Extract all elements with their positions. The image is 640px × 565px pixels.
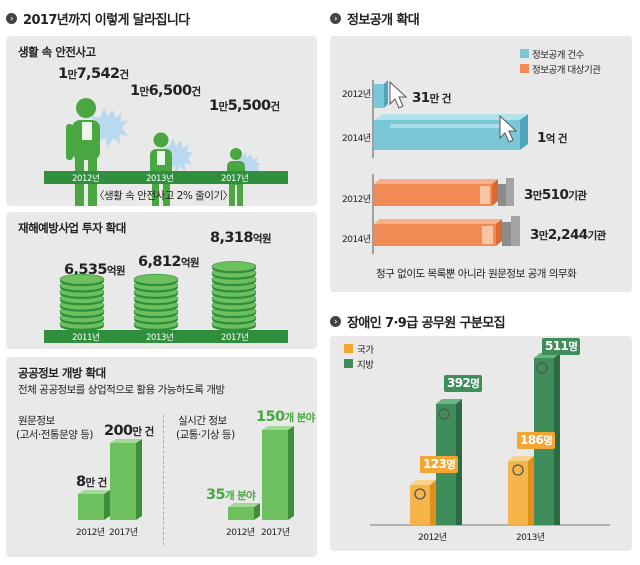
opendata-subtitle: 전체 공공정보를 상업적으로 활용 가능하도록 개방	[18, 384, 225, 396]
realtime-year-2012: 2012년	[226, 528, 255, 538]
prevention-value-2017: 8,318억원	[210, 230, 272, 246]
legend-label-national: 국가	[357, 345, 374, 356]
disabled-year-2012: 2012년	[418, 533, 447, 543]
original-value-2017: 200만 건	[104, 423, 154, 439]
safety-panel: 생활 속 안전사고 1만7,542건 1만6,500건 1만5,500건	[6, 36, 317, 206]
wheelchair-icon	[414, 362, 548, 500]
disclosure-caption: 청구 없이도 목록뿐 아니라 원문정보 공개 의무화	[376, 268, 577, 280]
safety-value-2012: 1만7,542건	[58, 66, 129, 82]
safety-year-2013: 2013년	[146, 174, 174, 184]
disclosure-section-title: › 정보공개 확대	[330, 9, 420, 28]
building-icon-2012	[498, 178, 514, 206]
count-bar-2014	[374, 114, 528, 150]
coin-stack-2017년	[211, 261, 257, 331]
opendata-divider	[163, 415, 164, 545]
legend-label-agencies: 정보공개 대상기관	[532, 65, 601, 76]
coin-stacks-chart	[59, 261, 257, 331]
safety-year-2017: 2017년	[221, 174, 249, 184]
safety-year-2012: 2012년	[72, 174, 100, 184]
disclosure-year-count-2012: 2012년	[342, 90, 371, 100]
realtime-bar-2012	[228, 503, 260, 520]
realtime-value-2017: 150개 분야	[256, 409, 315, 425]
chevron-right-icon: ›	[6, 13, 17, 24]
count-value-2012: 31만 건	[412, 90, 451, 106]
realtime-info-label: 실시간 정보	[178, 415, 227, 427]
original-year-2017: 2017년	[109, 528, 138, 538]
original-bar-2017	[110, 439, 142, 520]
legend-swatch-count	[520, 49, 529, 58]
disclosure-year-agency-2014: 2014년	[342, 235, 371, 245]
national-value-2013: 186명	[517, 432, 556, 449]
disabled-section-title: › 장애인 7·9급 공무원 구분모집	[330, 312, 506, 331]
prevention-year-2013: 2013년	[146, 333, 174, 343]
prevention-year-strip: 2011년 2013년 2017년	[44, 330, 288, 343]
disabled-panel: 국가 지방 123명 392명 186명 511명 2012년 2013년	[330, 336, 632, 551]
opendata-panel: 공공정보 개방 확대 전체 공공정보를 상업적으로 활용 가능하도록 개방 원문…	[6, 357, 317, 557]
agency-bar-2012	[374, 179, 498, 206]
safety-value-2017: 1만5,500건	[209, 98, 280, 114]
realtime-value-2012: 35개 분야	[206, 487, 256, 503]
safety-year-strip: 2012년 2013년 2017년	[44, 171, 288, 184]
prevention-year-2011: 2011년	[72, 333, 100, 343]
legend-swatch-national	[344, 344, 353, 353]
original-bar-2012	[78, 490, 110, 520]
safety-title: 생활 속 안전사고	[18, 45, 96, 59]
disclosure-year-agency-2012: 2012년	[342, 195, 371, 205]
safety-value-2013: 1만6,500건	[130, 83, 201, 99]
legend-swatch-agencies	[520, 64, 529, 73]
original-info-label: 원문정보	[18, 415, 55, 427]
national-bar-2012	[410, 480, 436, 525]
cursor-icon-2	[499, 114, 518, 143]
disabled-year-2013: 2013년	[516, 533, 545, 543]
prevention-value-2011: 6,535억원	[64, 262, 126, 278]
national-value-2012: 123명	[420, 456, 459, 473]
agency-value-2012: 3만510기관	[524, 187, 587, 203]
original-info-sublabel: (고서·전통문양 등)	[16, 429, 94, 441]
local-value-2013: 511명	[542, 338, 581, 355]
legend-label-local: 지방	[357, 360, 374, 371]
chevron-right-icon: ›	[330, 316, 341, 327]
opendata-title: 공공정보 개방 확대	[18, 366, 106, 380]
agency-value-2014: 3만2,244기관	[530, 227, 606, 243]
prevention-year-2017: 2017년	[221, 333, 249, 343]
disabled-bars	[370, 353, 610, 526]
legend-label-count: 정보공개 건수	[532, 50, 584, 61]
safety-caption: 〈생활 속 안전사고 2% 줄이기〉	[94, 190, 233, 202]
prevention-panel: 재해예방사업 투자 확대 6,535억원 6,812억원 8,318억원 201…	[6, 212, 317, 349]
count-bar-2012	[374, 80, 388, 108]
local-value-2012: 392명	[444, 375, 483, 392]
cursor-icon	[389, 80, 408, 109]
coin-stack-2013년	[133, 273, 179, 331]
national-bar-2013	[508, 456, 534, 525]
disclosure-bars	[372, 80, 528, 254]
building-icon-2014	[502, 216, 520, 246]
left-section-title-text: 2017년까지 이렇게 달라집니다	[23, 13, 190, 28]
prevention-title: 재해예방사업 투자 확대	[18, 221, 126, 235]
chevron-right-icon: ›	[330, 13, 341, 24]
coin-stack-2011년	[59, 273, 105, 331]
legend-swatch-local	[344, 359, 353, 368]
disclosure-section-title-text: 정보공개 확대	[347, 13, 420, 28]
realtime-info-sublabel: (교통·기상 등)	[176, 429, 235, 441]
disclosure-panel: 정보공개 건수 정보공개 대상기관 2012년 2014년 2012년 2014…	[330, 36, 632, 292]
opendata-bars	[78, 426, 294, 520]
prevention-value-2013: 6,812억원	[138, 254, 200, 270]
agency-bar-2014	[374, 219, 502, 246]
count-value-2014: 1억 건	[537, 130, 568, 146]
realtime-bar-2017	[262, 426, 294, 520]
disclosure-year-count-2014: 2014년	[342, 134, 371, 144]
realtime-year-2017: 2017년	[261, 528, 290, 538]
left-section-title: › 2017년까지 이렇게 달라집니다	[6, 9, 190, 28]
original-value-2012: 8만 건	[76, 474, 107, 490]
disabled-section-title-text: 장애인 7·9급 공무원 구분모집	[347, 316, 506, 331]
original-year-2012: 2012년	[76, 528, 105, 538]
